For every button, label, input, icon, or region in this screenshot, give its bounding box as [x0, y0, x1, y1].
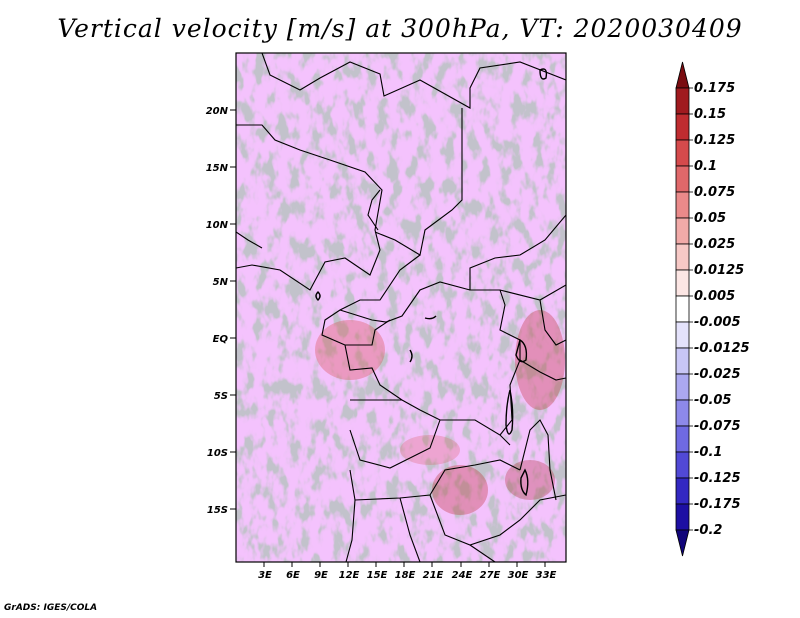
lon-label: 33E: [536, 570, 557, 581]
lat-label: EQ: [213, 334, 229, 345]
colorbar: [675, 61, 693, 557]
lat-label: 10S: [207, 448, 228, 459]
colorbar-label: -0.05: [694, 393, 731, 408]
lon-axis: [263, 562, 546, 567]
colorbar-swatch: [675, 191, 690, 219]
colorbar-swatch: [675, 347, 690, 375]
lon-label: 9E: [314, 570, 328, 581]
colorbar-swatch: [675, 243, 690, 271]
colorbar-label: 0.0125: [694, 263, 744, 278]
lon-label: 3E: [258, 570, 272, 581]
map-frame: [235, 52, 567, 563]
grads-credit: GrADS: IGES/COLA: [4, 603, 98, 613]
lat-label: 20N: [206, 106, 229, 117]
map-title: Vertical velocity [m/s] at 300hPa, VT: 2…: [57, 14, 743, 43]
lon-label: 27E: [480, 570, 501, 581]
colorbar-swatch: [675, 529, 690, 557]
colorbar-swatch: [675, 373, 690, 401]
colorbar-label: -0.075: [694, 419, 741, 434]
lat-label: 15S: [207, 505, 228, 516]
lon-label: 30E: [508, 570, 529, 581]
colorbar-label: 0.05: [694, 211, 726, 226]
colorbar-swatch: [675, 61, 690, 89]
colorbar-label: -0.005: [694, 315, 741, 330]
colorbar-swatch: [675, 451, 690, 479]
colorbar-label: 0.025: [694, 237, 735, 252]
colorbar-swatch: [675, 217, 690, 245]
lon-label: 24E: [452, 570, 473, 581]
colorbar-labels: 0.175 0.15 0.125 0.1 0.075 0.05 0.025 0.…: [694, 81, 750, 538]
colorbar-label: 0.175: [694, 81, 735, 96]
lakes: [315, 68, 548, 497]
colorbar-swatch: [675, 477, 690, 505]
lat-axis: [230, 109, 236, 510]
colorbar-swatch: [675, 295, 690, 323]
velocity-field: [236, 53, 566, 562]
colorbar-label: 0.005: [694, 289, 735, 304]
colorbar-label: -0.175: [694, 497, 741, 512]
lat-label: 10N: [206, 220, 229, 231]
lat-label: 5S: [214, 391, 228, 402]
colorbar-swatch: [675, 425, 690, 453]
colorbar-label: -0.2: [694, 523, 722, 538]
colorbar-label: -0.0125: [694, 341, 750, 356]
colorbar-swatch: [675, 269, 690, 297]
lat-label: 15N: [206, 163, 229, 174]
colorbar-label: 0.1: [694, 159, 717, 174]
lon-label: 18E: [395, 570, 416, 581]
colorbar-label: -0.1: [694, 445, 722, 460]
lon-label: 6E: [286, 570, 300, 581]
colorbar-label: 0.15: [694, 107, 726, 122]
colorbar-label: 0.125: [694, 133, 735, 148]
colorbar-label: -0.025: [694, 367, 741, 382]
colorbar-swatch: [675, 113, 690, 141]
country-borders: [236, 53, 566, 562]
colorbar-label: 0.075: [694, 185, 735, 200]
colorbar-swatch: [675, 399, 690, 427]
lon-label: 21E: [423, 570, 444, 581]
colorbar-label: -0.125: [694, 471, 741, 486]
colorbar-swatch: [675, 87, 690, 115]
lon-label: 12E: [339, 570, 360, 581]
colorbar-swatch: [675, 165, 690, 193]
colorbar-swatch: [675, 321, 690, 349]
colorbar-swatch: [675, 139, 690, 167]
colorbar-swatch: [675, 503, 690, 531]
lon-label: 15E: [367, 570, 388, 581]
lat-label: 5N: [213, 277, 229, 288]
